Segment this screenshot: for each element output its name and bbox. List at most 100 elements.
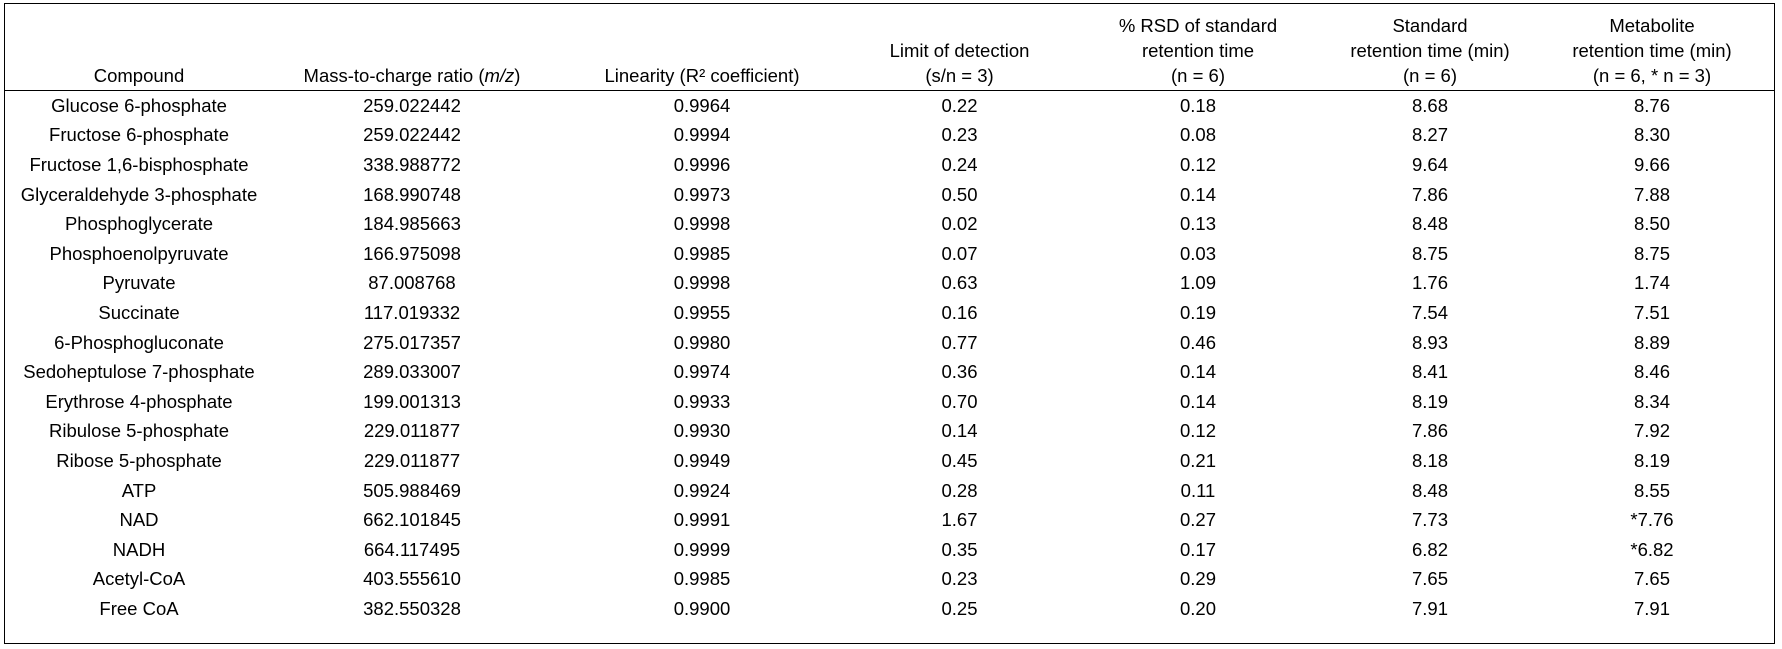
cell-standard-rt: 8.19: [1411, 390, 1448, 412]
table-row: NAD 662.101845 0.9991 1.67 0.27 7.73 *7.76: [5, 505, 1774, 535]
cell-compound: Glyceraldehyde 3-phosphate: [20, 183, 258, 205]
cell-rsd: 0.18: [1179, 94, 1216, 116]
cell-rsd: 0.27: [1179, 509, 1216, 531]
cell-rsd: 0.08: [1179, 124, 1216, 146]
cell-compound: Fructose 1,6-bisphosphate: [29, 153, 249, 175]
cell-metabolite-rt: 8.46: [1633, 361, 1670, 383]
cell-linearity: 0.9980: [673, 331, 731, 353]
cell-standard-rt: 8.93: [1411, 331, 1448, 353]
cell-lod: 0.02: [941, 213, 978, 235]
cell-linearity: 0.9998: [673, 272, 731, 294]
cell-lod: 0.70: [941, 390, 978, 412]
table-row: Pyruvate 87.008768 0.9998 0.63 1.09 1.76 1.74: [5, 269, 1774, 299]
cell-mz: 338.988772: [363, 153, 461, 175]
table-row: NADH 664.117495 0.9999 0.35 0.17 6.82 *6.82: [5, 535, 1774, 565]
cell-metabolite-rt: 7.88: [1633, 183, 1670, 205]
table-row: Glucose 6-phosphate 259.022442 0.9964 0.22 0…: [5, 91, 1774, 121]
cell-rsd: 0.19: [1179, 301, 1216, 323]
header-rsd-line-3: (n = 6): [1171, 65, 1225, 86]
header-mz-suffix: ): [514, 65, 521, 86]
cell-mz: 166.975098: [363, 242, 461, 264]
cell-mz: 199.001313: [363, 390, 461, 412]
cell-linearity: 0.9985: [673, 568, 731, 590]
cell-mz: 87.008768: [368, 272, 456, 294]
cell-standard-rt: 8.48: [1411, 213, 1448, 235]
cell-lod: 0.50: [941, 183, 978, 205]
cell-standard-rt: 7.73: [1411, 509, 1448, 531]
cell-linearity: 0.9924: [673, 479, 731, 501]
table-row: 6-Phosphogluconate 275.017357 0.9980 0.77 0.…: [5, 328, 1774, 358]
metabolite-table: Compound Mass-to-charge ratio (m/z) Line…: [5, 4, 1774, 624]
cell-lod: 0.45: [941, 449, 978, 471]
cell-lod: 0.77: [941, 331, 978, 353]
cell-linearity: 0.9985: [673, 242, 731, 264]
cell-standard-rt: 8.75: [1411, 242, 1448, 264]
table-header: Compound Mass-to-charge ratio (m/z) Line…: [5, 4, 1774, 91]
cell-compound: 6-Phosphogluconate: [54, 331, 224, 353]
cell-linearity: 0.9955: [673, 301, 731, 323]
cell-compound: Sedoheptulose 7-phosphate: [23, 361, 255, 383]
header-rsd: % RSD of standard retention time (n = 6): [1066, 4, 1330, 91]
header-mass-to-charge: Mass-to-charge ratio (m/z): [273, 4, 551, 91]
cell-lod: 0.22: [941, 94, 978, 116]
cell-compound: Glucose 6-phosphate: [51, 94, 227, 116]
cell-metabolite-rt: 8.19: [1633, 449, 1670, 471]
table-row: Ribose 5-phosphate 229.011877 0.9949 0.45 0.…: [5, 446, 1774, 476]
cell-compound: Erythrose 4-phosphate: [45, 390, 233, 412]
cell-rsd: 0.14: [1179, 361, 1216, 383]
table-row: Fructose 1,6-bisphosphate 338.988772 0.999…: [5, 150, 1774, 180]
cell-standard-rt: 7.65: [1411, 568, 1448, 590]
cell-compound: Fructose 6-phosphate: [49, 124, 229, 146]
table-row: Erythrose 4-phosphate 199.001313 0.9933 0.7…: [5, 387, 1774, 417]
header-lod-line-1: Limit of detection: [889, 40, 1030, 61]
cell-standard-rt: 7.54: [1411, 301, 1448, 323]
cell-standard-rt: 8.41: [1411, 361, 1448, 383]
cell-lod: 0.63: [941, 272, 978, 294]
header-rsd-line-2: retention time: [1141, 40, 1255, 61]
cell-linearity: 0.9999: [673, 538, 731, 560]
cell-mz: 259.022442: [363, 94, 461, 116]
cell-mz: 229.011877: [363, 420, 461, 442]
cell-linearity: 0.9996: [673, 153, 731, 175]
header-linearity: Linearity (R² coefficient): [551, 4, 853, 91]
cell-metabolite-rt: 7.92: [1633, 420, 1670, 442]
cell-standard-rt: 6.82: [1411, 538, 1448, 560]
cell-rsd: 0.13: [1179, 213, 1216, 235]
header-srt-line-1: Standard: [1392, 15, 1468, 36]
cell-lod: 0.24: [941, 153, 978, 175]
cell-linearity: 0.9974: [673, 361, 731, 383]
cell-metabolite-rt: *7.76: [1630, 509, 1674, 531]
cell-rsd: 0.12: [1179, 420, 1216, 442]
cell-linearity: 0.9998: [673, 213, 731, 235]
cell-standard-rt: 8.18: [1411, 449, 1448, 471]
cell-mz: 662.101845: [363, 509, 461, 531]
cell-linearity: 0.9964: [673, 94, 731, 116]
header-standard-retention: Standard retention time (min) (n = 6): [1330, 4, 1530, 91]
cell-mz: 289.033007: [363, 361, 461, 383]
cell-metabolite-rt: 8.30: [1633, 124, 1670, 146]
cell-linearity: 0.9994: [673, 124, 731, 146]
table-row: Free CoA 382.550328 0.9900 0.25 0.20 7.91 7.91: [5, 594, 1774, 624]
cell-compound: Succinate: [98, 301, 180, 323]
cell-lod: 0.25: [941, 597, 978, 619]
cell-metabolite-rt: 8.75: [1633, 242, 1670, 264]
cell-compound: Free CoA: [99, 597, 179, 619]
cell-metabolite-rt: 7.91: [1633, 597, 1670, 619]
cell-linearity: 0.9973: [673, 183, 731, 205]
cell-mz: 184.985663: [363, 213, 461, 235]
header-metabolite-retention: Metabolite retention time (min) (n = 6, …: [1530, 4, 1774, 91]
cell-compound: Pyruvate: [102, 272, 176, 294]
header-mrt-line-2: retention time (min): [1572, 40, 1732, 61]
cell-metabolite-rt: 9.66: [1633, 153, 1670, 175]
cell-standard-rt: 8.68: [1411, 94, 1448, 116]
cell-compound: Ribose 5-phosphate: [56, 449, 222, 471]
header-linearity-text: Linearity (R² coefficient): [604, 65, 800, 86]
cell-compound: Acetyl-CoA: [92, 568, 186, 590]
cell-standard-rt: 9.64: [1411, 153, 1448, 175]
cell-metabolite-rt: 8.89: [1633, 331, 1670, 353]
header-limit-of-detection: Limit of detection (s/n = 3): [853, 4, 1066, 91]
cell-metabolite-rt: 8.50: [1633, 213, 1670, 235]
cell-compound: Phosphoenolpyruvate: [49, 242, 229, 264]
table-body: Glucose 6-phosphate 259.022442 0.9964 0.22 0…: [5, 91, 1774, 624]
cell-standard-rt: 7.86: [1411, 420, 1448, 442]
